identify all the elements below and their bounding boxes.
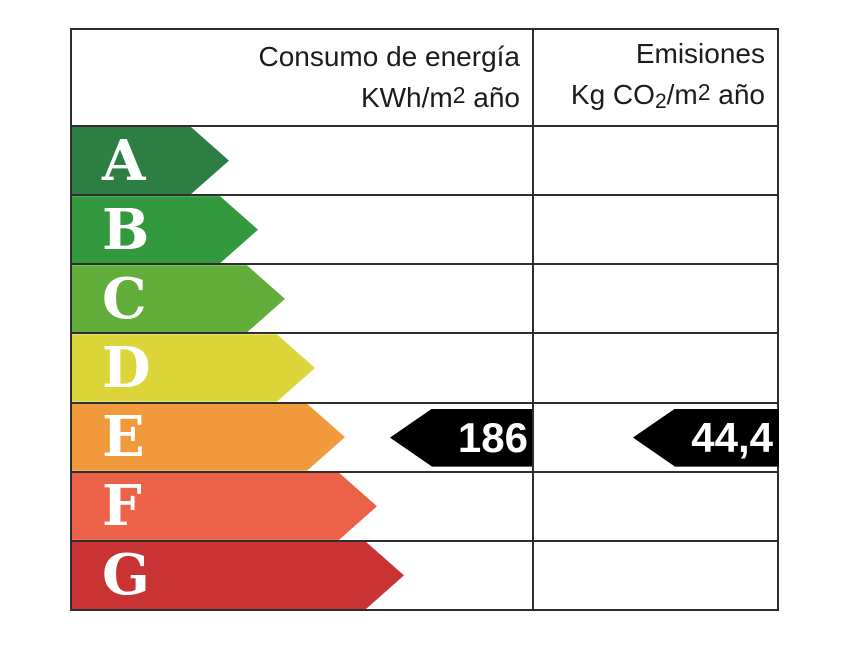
grade-arrow-e: E <box>72 404 345 471</box>
energy-value-arrow: 186 <box>390 408 534 467</box>
energy-column-header: Consumo de energía KWh/m2 año <box>72 30 534 125</box>
grade-letter-f: F <box>102 473 142 540</box>
grade-row-e: E 186 44,4 <box>72 401 779 471</box>
grade-letter-e: E <box>102 404 145 471</box>
grade-letter-c: C <box>102 265 147 332</box>
column-divider <box>532 30 534 609</box>
grade-letter-d: D <box>102 334 151 401</box>
grade-arrow-d: D <box>72 334 315 401</box>
grade-arrow-a: A <box>72 127 229 194</box>
grade-row-f: F <box>72 470 777 540</box>
emissions-column-header: Emisiones Kg CO2/m2 año <box>534 30 777 125</box>
grade-row-g: G <box>72 539 777 609</box>
emissions-header-unit: Kg CO2/m2 año <box>570 79 765 113</box>
grade-arrow-f: F <box>72 473 377 540</box>
grade-row-b: B <box>72 194 777 263</box>
emissions-value: 44,4 <box>691 413 773 461</box>
emissions-value-arrow: 44,4 <box>633 408 779 467</box>
energy-header-unit: KWh/m2 año <box>360 82 520 114</box>
grade-letter-b: B <box>102 196 150 263</box>
grade-row-c: C <box>72 263 777 332</box>
emissions-header-title: Emisiones <box>635 38 765 70</box>
grade-arrow-g: G <box>72 542 404 609</box>
table-header: Consumo de energía KWh/m2 año Emisiones … <box>72 30 777 125</box>
grade-row-a: A <box>72 125 777 194</box>
grade-letter-a: A <box>102 127 146 194</box>
grade-arrow-b: B <box>72 196 258 263</box>
energy-value: 186 <box>457 413 528 461</box>
grade-letter-g: G <box>102 542 150 609</box>
grade-row-d: D <box>72 332 777 401</box>
rating-table: Consumo de energía KWh/m2 año Emisiones … <box>70 28 779 611</box>
energy-header-title: Consumo de energía <box>258 41 520 73</box>
grade-arrow-c: C <box>72 265 285 332</box>
